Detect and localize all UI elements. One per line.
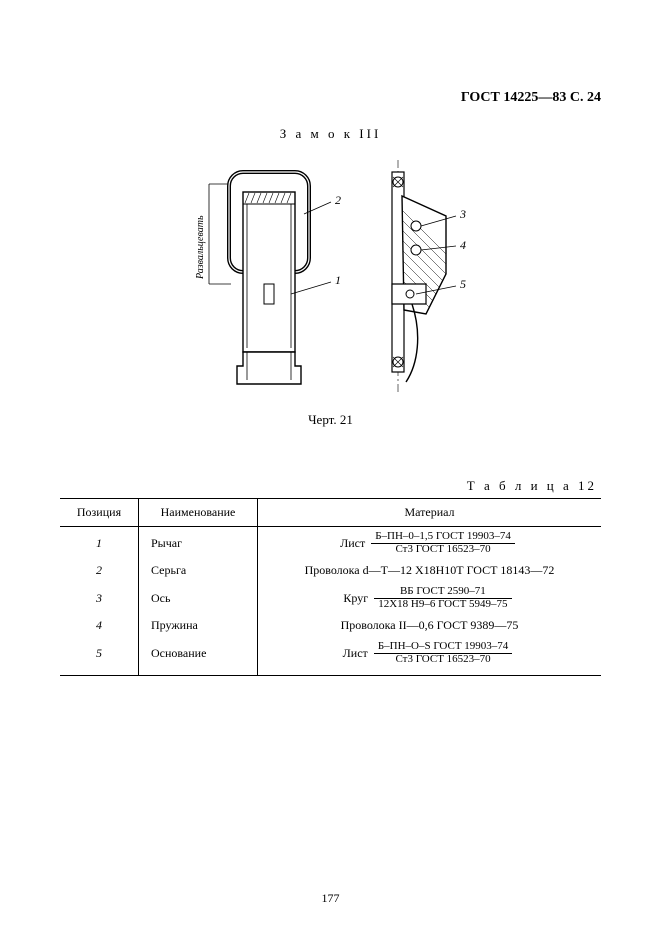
page: ГОСТ 14225—83 С. 24 З а м о к III Развал… (0, 0, 661, 936)
cell-pos: 4 (60, 614, 139, 637)
mat-prefix: Лист (343, 646, 368, 661)
cell-pos: 2 (60, 559, 139, 582)
table-row: 1 Рычаг Лист Б–ПН–0–1,5 ГОСТ 19903–74 Ст… (60, 527, 601, 560)
mat-prefix: Круг (343, 591, 368, 606)
cell-name: Основание (139, 637, 258, 676)
col-mat: Материал (258, 499, 602, 527)
col-name: Наименование (139, 499, 258, 527)
cell-name: Рычаг (139, 527, 258, 560)
page-number: 177 (0, 891, 661, 906)
cell-pos: 3 (60, 582, 139, 614)
figure-caption: Черт. 21 (60, 412, 601, 428)
spec-table: Позиция Наименование Материал 1 Рычаг Ли… (60, 498, 601, 676)
table-header-row: Позиция Наименование Материал (60, 499, 601, 527)
cell-mat: Проволока d—Т—12 Х18Н10Т ГОСТ 18143—72 (258, 559, 602, 582)
figure-title: З а м о к III (60, 126, 601, 142)
callout-1: 1 (335, 273, 341, 287)
technical-drawing: Развальцевать (191, 154, 471, 404)
mat-prefix: Лист (340, 536, 365, 551)
callout-4: 4 (460, 238, 466, 252)
drawing-svg: Развальцевать (191, 154, 471, 404)
standard-reference: ГОСТ 14225—83 С. 24 (60, 90, 601, 106)
mat-den: 12Х18 Н9–6 ГОСТ 5949–75 (374, 599, 511, 611)
cell-mat: Круг ВБ ГОСТ 2590–71 12Х18 Н9–6 ГОСТ 594… (258, 582, 602, 614)
table-label: Т а б л и ц а 12 (60, 478, 601, 494)
col-pos: Позиция (60, 499, 139, 527)
callout-3: 3 (459, 207, 466, 221)
mat-num: Б–ПН–0–1,5 ГОСТ 19903–74 (371, 531, 515, 544)
mat-den: Ст3 ГОСТ 16523–70 (371, 544, 515, 556)
cell-pos: 1 (60, 527, 139, 560)
table-row: 4 Пружина Проволока II—0,6 ГОСТ 9389—75 (60, 614, 601, 637)
cell-name: Ось (139, 582, 258, 614)
mat-den: Ст3 ГОСТ 16523–70 (374, 654, 513, 666)
cell-mat: Лист Б–ПН–0–1,5 ГОСТ 19903–74 Ст3 ГОСТ 1… (258, 527, 602, 560)
cell-pos: 5 (60, 637, 139, 676)
mat-num: ВБ ГОСТ 2590–71 (374, 586, 511, 599)
callout-2: 2 (335, 193, 341, 207)
cell-name: Серьга (139, 559, 258, 582)
mat-num: Б–ПН–О–S ГОСТ 19903–74 (374, 641, 513, 654)
cell-name: Пружина (139, 614, 258, 637)
cell-mat: Проволока II—0,6 ГОСТ 9389—75 (258, 614, 602, 637)
cell-mat: Лист Б–ПН–О–S ГОСТ 19903–74 Ст3 ГОСТ 165… (258, 637, 602, 676)
table-row: 5 Основание Лист Б–ПН–О–S ГОСТ 19903–74 … (60, 637, 601, 676)
callout-5: 5 (460, 277, 466, 291)
table-row: 2 Серьга Проволока d—Т—12 Х18Н10Т ГОСТ 1… (60, 559, 601, 582)
rot-label-text: Развальцевать (195, 215, 206, 280)
table-row: 3 Ось Круг ВБ ГОСТ 2590–71 12Х18 Н9–6 ГО… (60, 582, 601, 614)
